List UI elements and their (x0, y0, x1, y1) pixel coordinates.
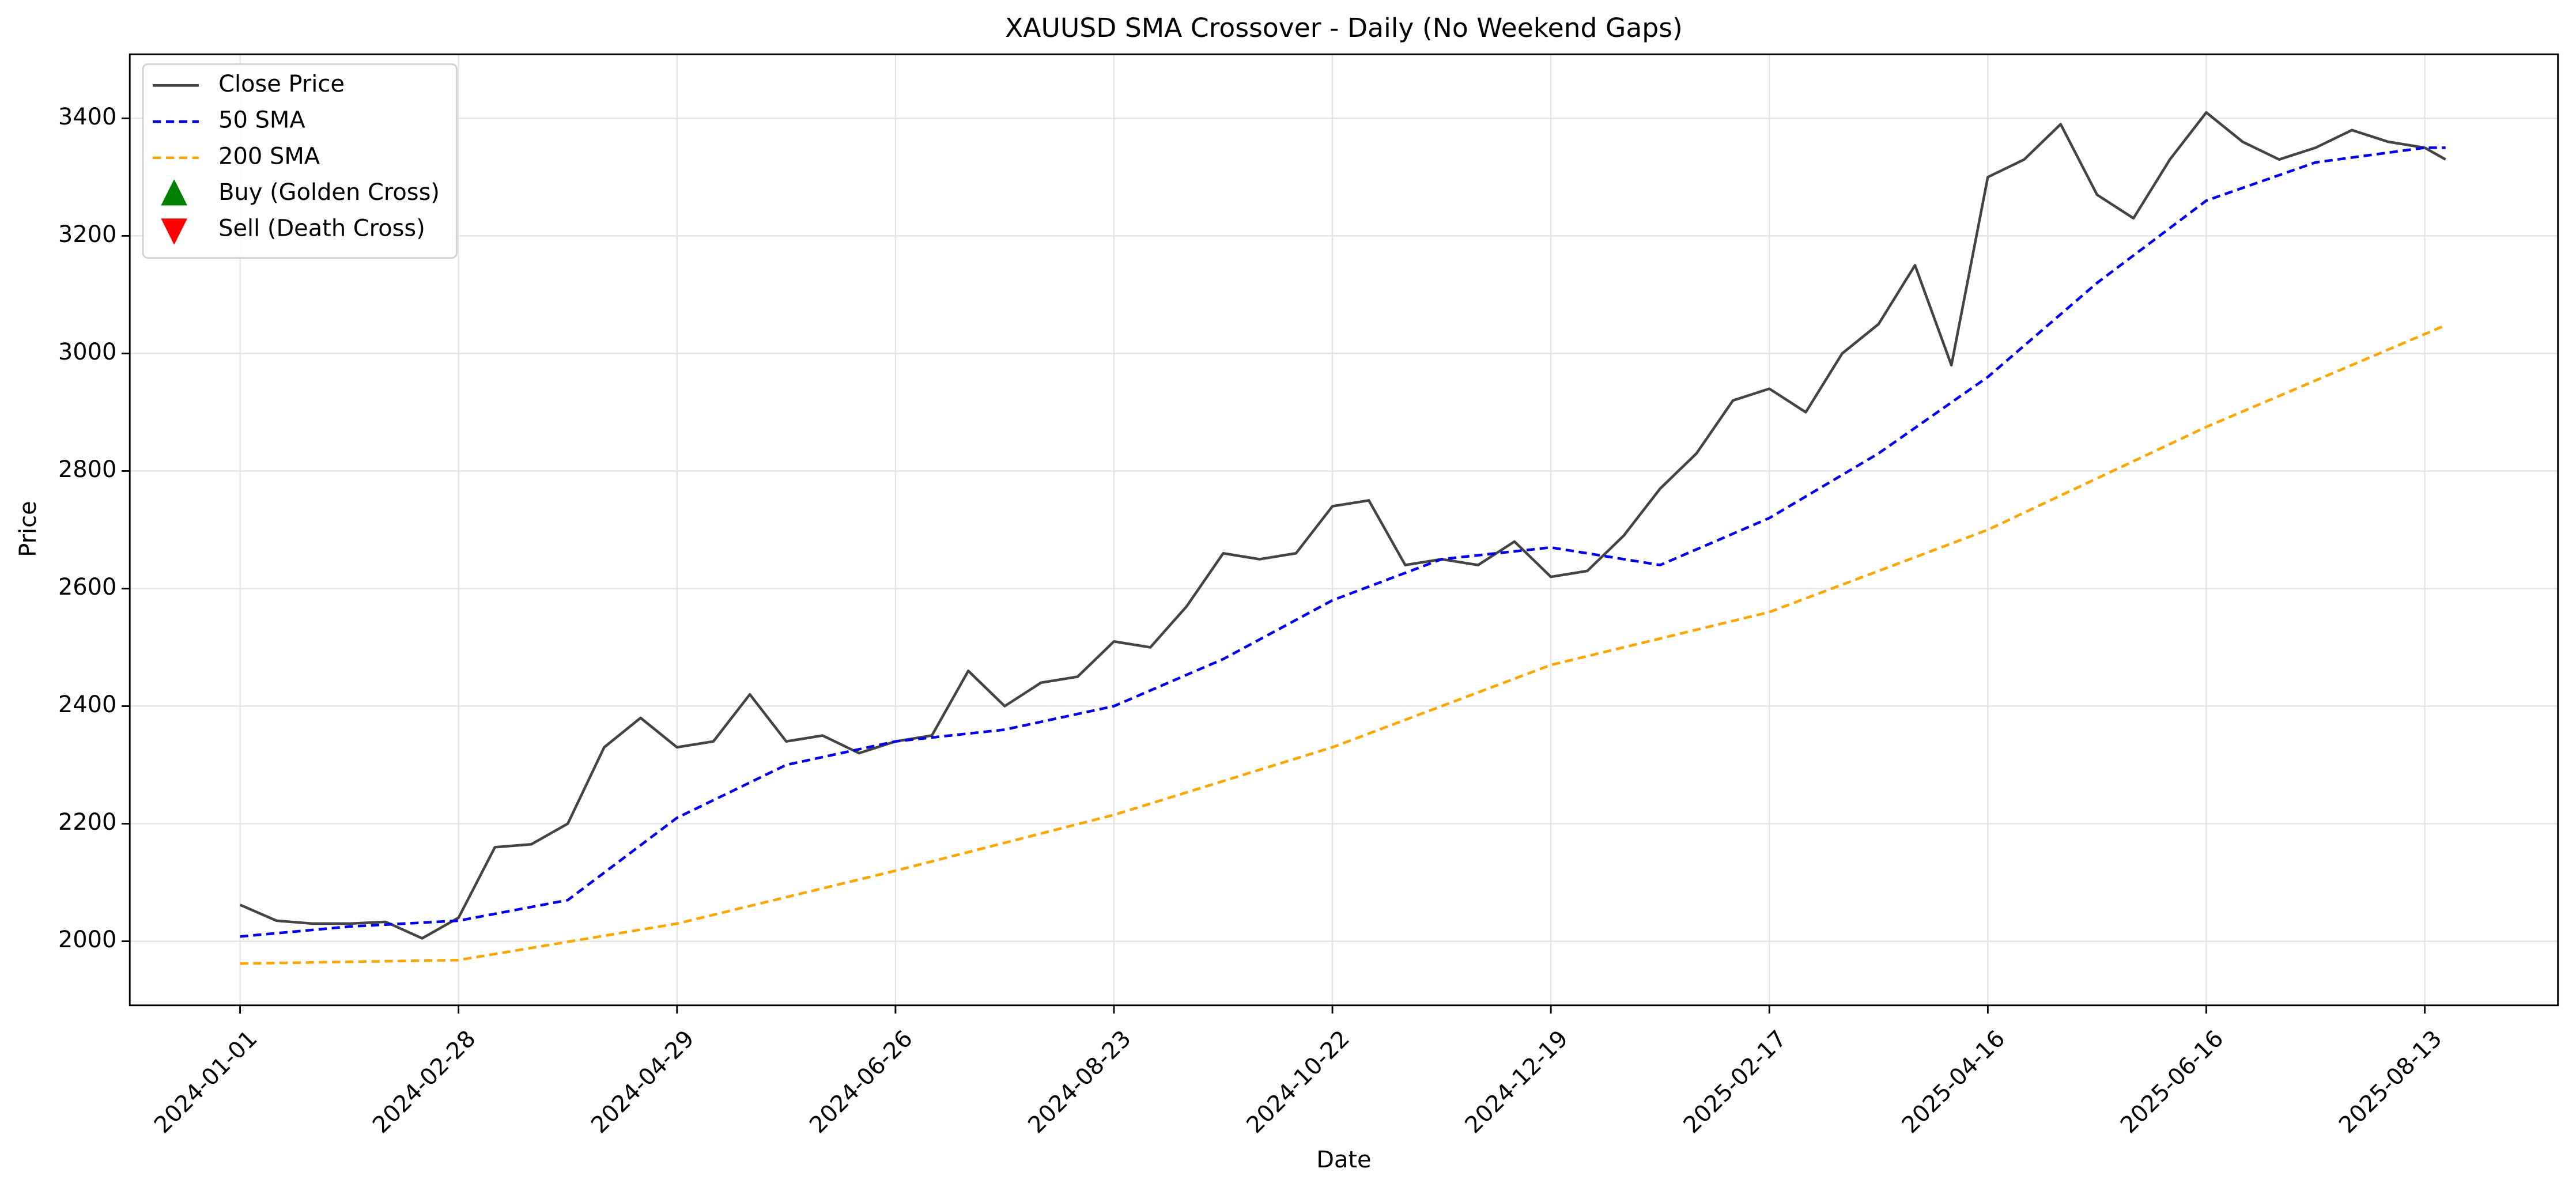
legend-box (142, 63, 458, 259)
legend-label: 200 SMA (218, 143, 320, 169)
legend-marker (161, 218, 187, 245)
y-tick-label: 3200 (58, 221, 117, 248)
y-axis-label: Price (15, 501, 41, 557)
series-line (240, 324, 2446, 965)
y-tick-label: 2600 (58, 574, 117, 600)
y-tick-label: 3400 (58, 104, 117, 130)
y-tick-label: 2200 (58, 809, 117, 835)
y-tick-label: 3000 (58, 339, 117, 365)
legend-label: Close Price (218, 71, 345, 97)
chart-title: XAUUSD SMA Crossover - Daily (No Weekend… (1005, 13, 1683, 43)
legend-label: Sell (Death Cross) (218, 215, 425, 242)
series-line (239, 111, 2446, 940)
x-axis-label: Date (1316, 1147, 1371, 1173)
y-tick-label: 2400 (58, 691, 117, 718)
legend-marker (161, 179, 187, 206)
y-tick-label: 2800 (58, 456, 117, 483)
axes-frame (129, 53, 2559, 1007)
legend-label: 50 SMA (218, 107, 305, 134)
legend: Close Price 50 SMA 200 SMA Buy (Golden Cros… (142, 63, 458, 259)
series-line (240, 146, 2446, 938)
plot-area (239, 111, 2446, 965)
legend-label: Buy (Golden Cross) (218, 179, 440, 206)
y-tick-label: 2000 (58, 927, 117, 953)
